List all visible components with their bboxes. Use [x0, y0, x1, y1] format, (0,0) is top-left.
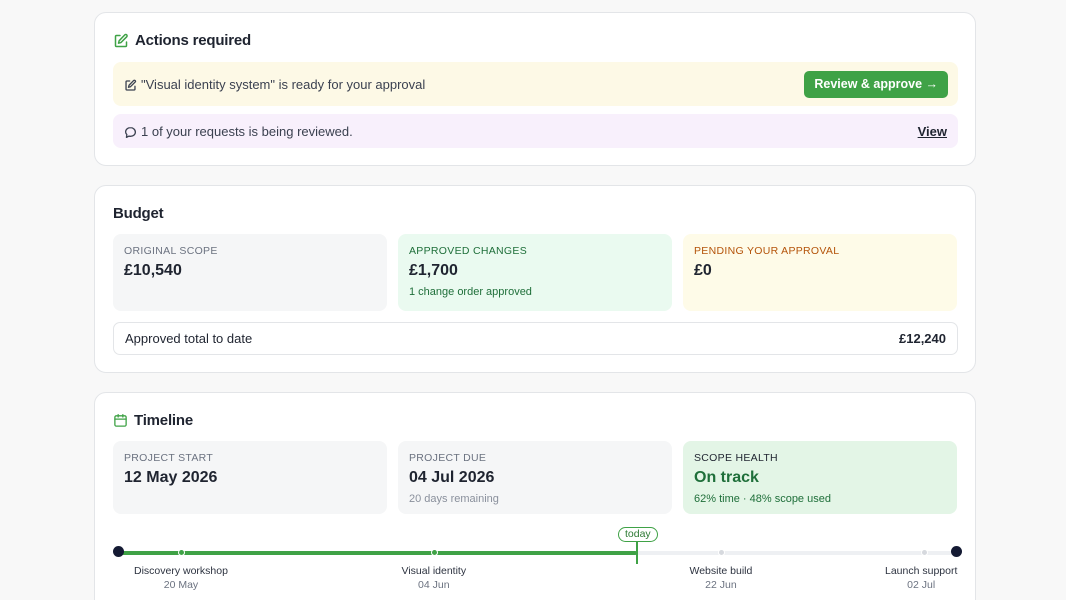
- project-due-tile: PROJECT DUE 04 Jul 2026 20 days remainin…: [398, 441, 672, 514]
- original-scope-tile: ORIGINAL SCOPE £10,540: [113, 234, 387, 311]
- milestone-date: 02 Jul: [907, 579, 936, 591]
- review-approve-button[interactable]: Review & approve →: [804, 70, 948, 98]
- timeline-start-point: [113, 546, 124, 557]
- actions-required-card: Actions required "Visual identity system…: [94, 12, 976, 166]
- project-start-value: 12 May 2026: [124, 469, 218, 486]
- timeline-end-point: [951, 546, 962, 557]
- milestone-label: Discovery workshop 20 May: [134, 565, 228, 591]
- approval-banner-text: "Visual identity system" is ready for yo…: [141, 76, 426, 92]
- milestone-label: Website build 22 Jun: [690, 565, 753, 591]
- scope-health-value: On track: [694, 469, 759, 486]
- approval-banner: "Visual identity system" is ready for yo…: [113, 62, 958, 106]
- scope-health-tile: SCOPE HEALTH On track 62% time · 48% sco…: [683, 441, 957, 514]
- milestone-date: 22 Jun: [705, 579, 737, 591]
- timeline-card-header: Timeline: [113, 412, 193, 429]
- milestone-name: Launch support: [885, 565, 958, 577]
- budget-card: Budget ORIGINAL SCOPE £10,540 APPROVED C…: [94, 185, 976, 373]
- scope-health-label: SCOPE HEALTH: [694, 452, 778, 464]
- milestone-dot: [177, 549, 185, 556]
- project-start-tile: PROJECT START 12 May 2026: [113, 441, 387, 514]
- original-scope-label: ORIGINAL SCOPE: [124, 245, 218, 257]
- milestone-dot: [430, 549, 438, 556]
- project-due-label: PROJECT DUE: [409, 452, 487, 464]
- original-scope-value: £10,540: [124, 262, 182, 279]
- today-badge: today: [618, 527, 658, 542]
- pending-approval-label: PENDING YOUR APPROVAL: [694, 245, 840, 257]
- edit-note-icon: [124, 79, 137, 92]
- calendar-icon: [113, 413, 128, 428]
- milestone-date: 20 May: [163, 579, 199, 591]
- approved-changes-tile: APPROVED CHANGES £1,700 1 change order a…: [398, 234, 672, 311]
- view-link[interactable]: View: [917, 123, 947, 139]
- actions-card-header: Actions required: [113, 32, 251, 49]
- budget-card-title: Budget: [113, 205, 164, 222]
- pending-approval-value: £0: [694, 262, 712, 279]
- review-banner: 1 of your requests is being reviewed. Vi…: [113, 114, 958, 148]
- project-start-label: PROJECT START: [124, 452, 214, 464]
- edit-note-icon: [113, 33, 129, 49]
- approved-total-label: Approved total to date: [125, 331, 253, 346]
- approved-changes-label: APPROVED CHANGES: [409, 245, 527, 257]
- pending-approval-tile: PENDING YOUR APPROVAL £0: [683, 234, 957, 311]
- today-marker: [636, 541, 638, 564]
- milestone-name: Visual identity: [401, 565, 467, 577]
- timeline-track: [119, 551, 955, 555]
- actions-card-title: Actions required: [135, 32, 251, 49]
- milestone-name: Website build: [689, 565, 753, 577]
- review-banner-text: 1 of your requests is being reviewed.: [141, 123, 353, 139]
- milestone-name: Discovery workshop: [134, 565, 228, 577]
- milestone-label: Launch support 02 Jul: [885, 565, 957, 591]
- timeline-progress-fill: [119, 551, 637, 555]
- approved-changes-sub: 1 change order approved: [409, 286, 532, 298]
- project-due-value: 04 Jul 2026: [409, 469, 495, 486]
- timeline-card: Timeline PROJECT START 12 May 2026 PROJE…: [94, 392, 976, 600]
- approved-total-row: Approved total to date £12,240: [113, 322, 958, 355]
- scope-health-sub: 62% time · 48% scope used: [694, 493, 831, 505]
- budget-title-text: Budget: [113, 205, 164, 222]
- project-due-sub: 20 days remaining: [409, 493, 499, 505]
- milestone-date: 04 Jun: [418, 579, 450, 591]
- timeline-card-title: Timeline: [134, 412, 193, 429]
- milestone-dot: [717, 549, 725, 556]
- approved-changes-value: £1,700: [409, 262, 458, 279]
- chat-bubble-icon: [124, 126, 137, 139]
- approved-total-value: £12,240: [899, 331, 946, 346]
- milestone-dot: [920, 549, 928, 556]
- milestone-label: Visual identity 04 Jun: [402, 565, 467, 591]
